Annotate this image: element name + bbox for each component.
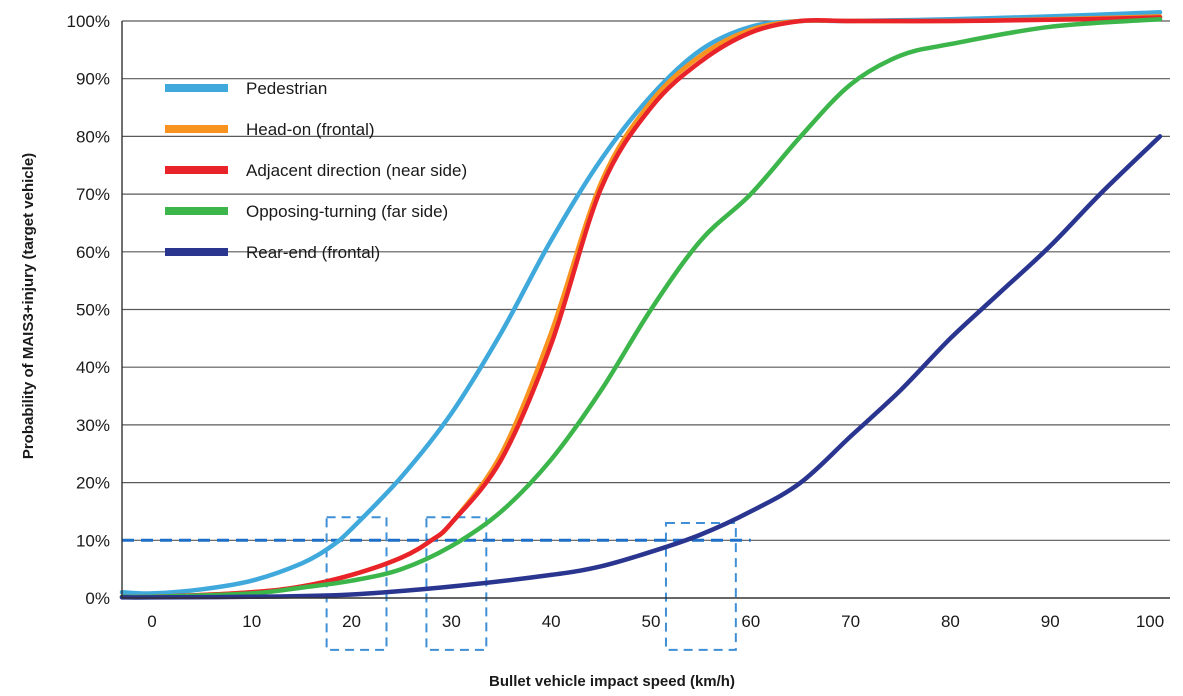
y-axis-title: Probability of MAIS3+injury (target vehi… (20, 153, 37, 459)
x-tick-labels: 0 10 20 30 40 50 60 70 80 90 100 (147, 612, 1164, 631)
y-tick-label: 80% (76, 127, 110, 146)
y-tick-labels: 0% 10% 20% 30% 40% 50% 60% 70% 80% 90% 100% (67, 12, 110, 608)
y-tick-label: 60% (76, 243, 110, 262)
y-tick-label: 40% (76, 358, 110, 377)
series-lines (119, 10, 1163, 600)
y-tick-label: 90% (76, 70, 110, 89)
x-tick-label: 50 (642, 612, 661, 631)
legend-label-head-on-frontal: Head-on (frontal) (246, 120, 375, 139)
series-line-pedestrian (119, 10, 1163, 596)
series-line-rear-end-frontal (119, 134, 1163, 600)
x-tick-label: 30 (442, 612, 461, 631)
y-tick-label: 50% (76, 301, 110, 320)
highlight-boxes (325, 516, 737, 651)
y-tick-label: 0% (85, 589, 110, 608)
x-tick-label: 0 (147, 612, 156, 631)
x-tick-label: 100 (1136, 612, 1164, 631)
legend: Pedestrian Head-on (frontal) Adjacent dire… (165, 79, 467, 262)
y-tick-label: 20% (76, 474, 110, 493)
x-tick-label: 90 (1041, 612, 1060, 631)
x-tick-label: 80 (941, 612, 960, 631)
x-tick-label: 70 (841, 612, 860, 631)
y-tick-label: 10% (76, 531, 110, 550)
axes (121, 21, 1170, 599)
y-tick-label: 30% (76, 416, 110, 435)
x-tick-label: 10 (242, 612, 261, 631)
legend-label-pedestrian: Pedestrian (246, 79, 327, 98)
series-line-head-on-frontal (119, 14, 1163, 600)
legend-label-opposing-turning-far-side: Opposing-turning (far side) (246, 202, 448, 221)
highlight-box (664, 521, 737, 651)
legend-label-adjacent-direction-near-side: Adjacent direction (near side) (246, 161, 467, 180)
x-axis-title: Bullet vehicle impact speed (km/h) (489, 673, 735, 690)
series-line-opposing-turning-far-side (119, 17, 1163, 600)
legend-label-rear-end-frontal: Rear-end (frontal) (246, 243, 380, 262)
x-tick-label: 20 (342, 612, 361, 631)
x-tick-label: 60 (741, 612, 760, 631)
x-tick-label: 40 (542, 612, 561, 631)
y-tick-label: 100% (67, 12, 110, 31)
y-tick-label: 70% (76, 185, 110, 204)
